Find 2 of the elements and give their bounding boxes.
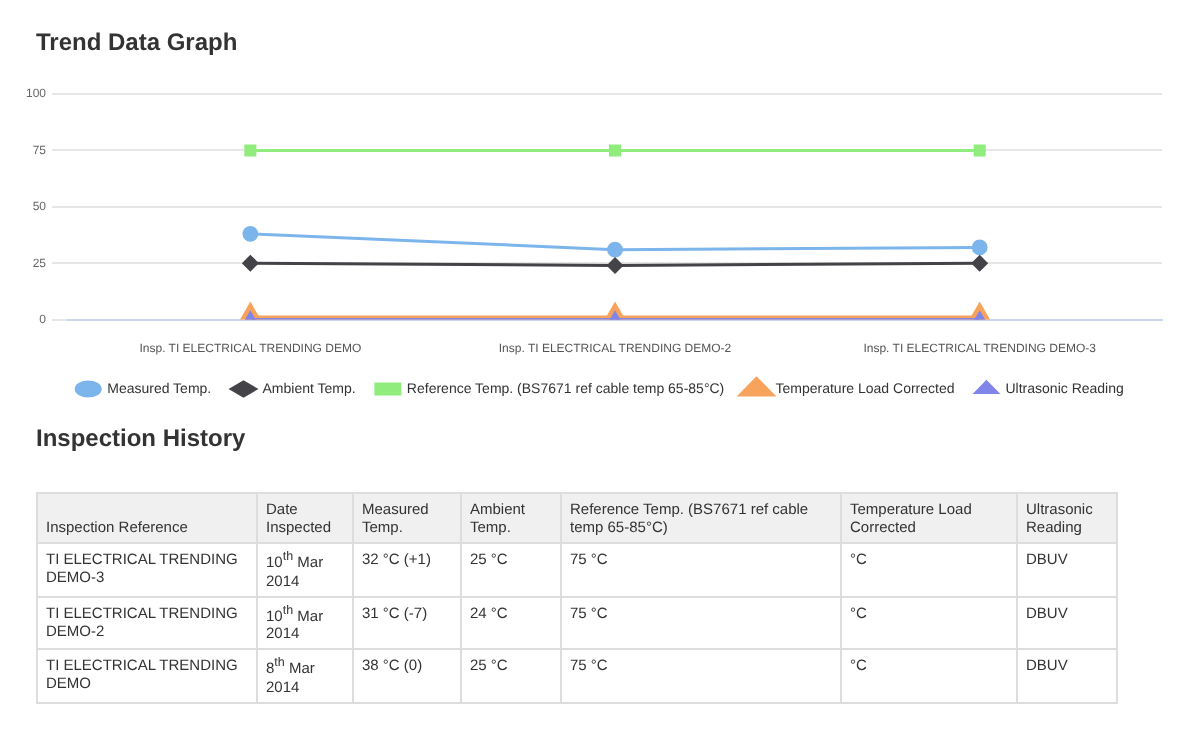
chart-title: Trend Data Graph (36, 28, 240, 60)
text: Inspection History (36, 424, 248, 456)
